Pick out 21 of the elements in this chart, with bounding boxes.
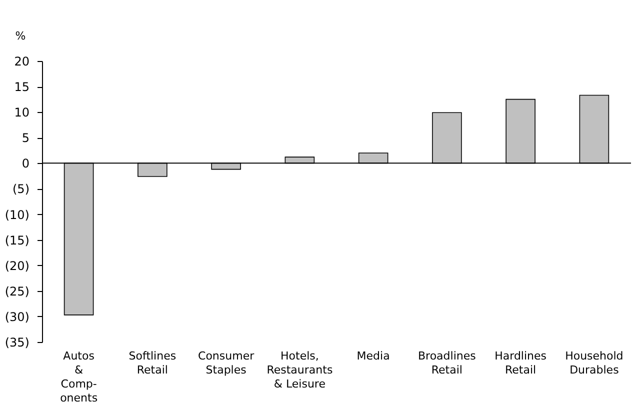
x-tick-label: Hardlines Retail <box>494 350 547 376</box>
y-tick-label: 0 <box>22 156 30 171</box>
y-tick-label: (5) <box>12 182 30 196</box>
y-tick-label: (30) <box>4 310 30 324</box>
y-tick-label: 5 <box>22 131 30 146</box>
y-tick-label: (25) <box>4 284 30 298</box>
x-tick-label: Consumer Staples <box>198 350 255 376</box>
y-tick-label: (20) <box>4 258 30 273</box>
y-tick-label: (35) <box>4 336 30 350</box>
x-tick-label: Autos & Comp- onents <box>60 350 98 404</box>
x-tick-label: Broadlines Retail <box>418 350 476 376</box>
y-tick-label: 15 <box>14 80 30 94</box>
y-axis-title: % <box>15 30 26 42</box>
x-tick-label: Hotels, Restaurants & Leisure <box>266 350 333 390</box>
x-tick-label: Softlines Retail <box>128 350 176 376</box>
y-tick-label: 10 <box>14 106 30 120</box>
x-tick-label: Media <box>356 350 390 362</box>
y-tick-label: (10) <box>4 208 30 222</box>
x-tick-label: Household Durables <box>565 350 624 376</box>
y-tick-label: (15) <box>4 233 30 248</box>
y-tick-label: 20 <box>14 54 30 68</box>
